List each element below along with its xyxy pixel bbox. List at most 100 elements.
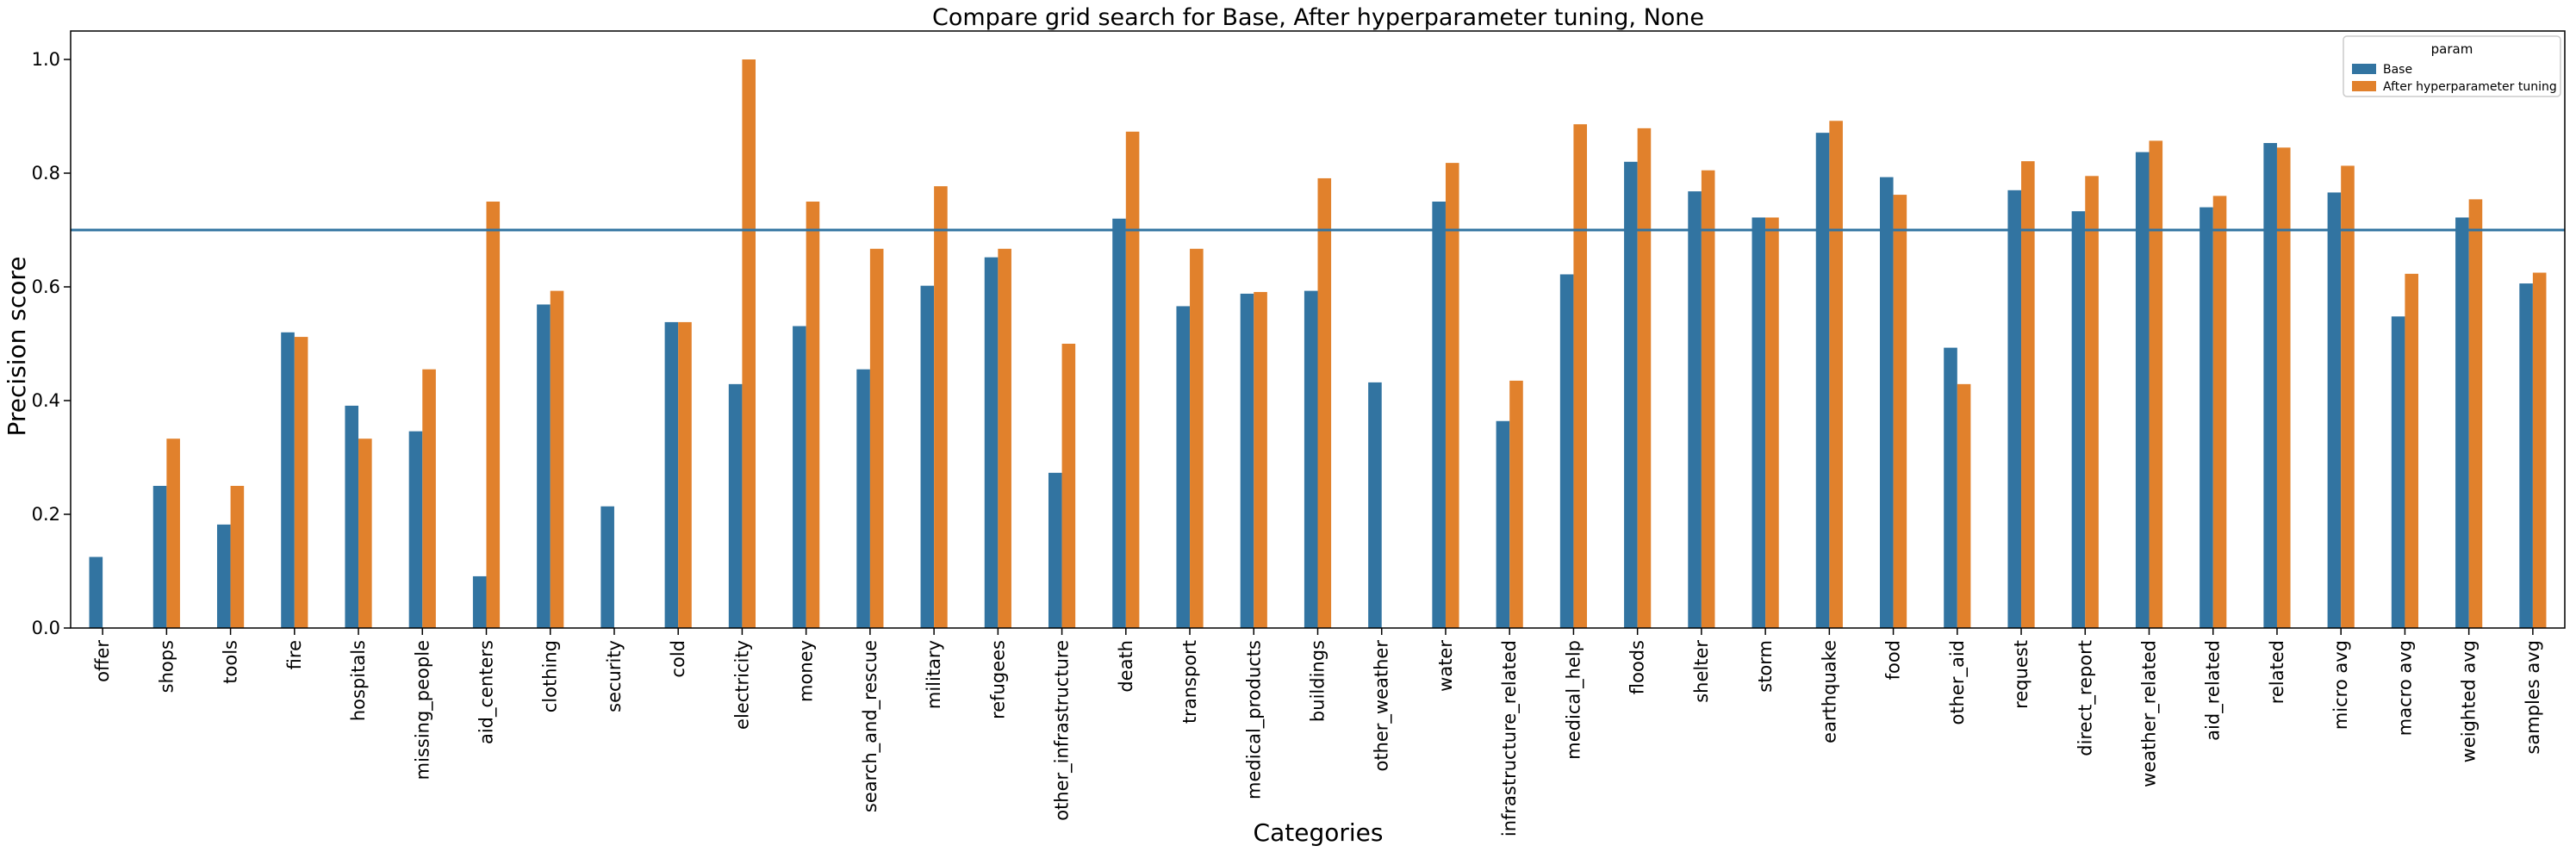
bar-tuned-cold xyxy=(678,321,692,628)
x-tick-label: offer xyxy=(92,640,113,682)
y-tick-label: 0.6 xyxy=(32,277,60,297)
x-tick-label: missing_people xyxy=(412,640,433,780)
bar-tuned-buildings xyxy=(1317,177,1332,628)
x-tick-label: refugees xyxy=(987,640,1008,719)
x-tick-label: aid_centers xyxy=(476,640,498,744)
bar-base-related xyxy=(2263,143,2277,628)
bar-base-weather_related xyxy=(2135,152,2150,628)
y-tick-label: 0.4 xyxy=(32,390,60,411)
x-tick-label: storm xyxy=(1755,640,1776,693)
bar-tuned-food xyxy=(1893,195,1907,628)
x-tick-label: weighted avg xyxy=(2459,640,2480,762)
bar-base-electricity xyxy=(728,383,743,628)
bar-base-direct_report xyxy=(2071,211,2086,628)
x-tick-label: other_infrastructure xyxy=(1052,640,1073,821)
bar-base-micro-avg xyxy=(2327,192,2342,628)
bar-tuned-aid_centers xyxy=(486,202,501,628)
y-tick-label: 1.0 xyxy=(32,49,60,70)
x-tick-label: samples avg xyxy=(2523,640,2543,755)
x-tick-label: death xyxy=(1116,640,1136,693)
bar-tuned-medical_products xyxy=(1254,291,1267,628)
bar-base-other_weather xyxy=(1368,382,1382,628)
x-tick-label: fire xyxy=(284,640,305,669)
x-tick-label: buildings xyxy=(1308,640,1328,722)
bar-tuned-earthquake xyxy=(1829,121,1843,628)
bar-base-shops xyxy=(152,486,167,628)
bar-tuned-hospitals xyxy=(358,438,372,628)
x-tick-label: direct_report xyxy=(2075,640,2096,756)
bar-tuned-shelter xyxy=(1701,170,1715,628)
chart-title: Compare grid search for Base, After hype… xyxy=(932,4,1704,31)
bar-tuned-other_aid xyxy=(1957,383,1971,628)
x-tick-label: shops xyxy=(156,640,177,693)
bar-base-cold xyxy=(664,321,679,628)
bar-base-money xyxy=(793,326,806,628)
bar-tuned-samples-avg xyxy=(2532,272,2547,628)
bar-tuned-military xyxy=(934,186,948,628)
bar-tuned-money xyxy=(806,202,820,628)
bar-base-shelter xyxy=(1688,191,1702,628)
legend: param Base After hyperparameter tuning xyxy=(2343,35,2561,97)
bar-base-transport xyxy=(1176,306,1191,628)
bar-base-weighted-avg xyxy=(2455,217,2469,629)
bar-tuned-macro-avg xyxy=(2405,273,2419,628)
bar-base-offer xyxy=(89,557,103,628)
bar-tuned-shops xyxy=(166,438,180,628)
x-tick-label: other_aid xyxy=(1947,640,1969,725)
bar-tuned-request xyxy=(2021,161,2035,628)
x-tick-label: security xyxy=(604,640,625,712)
bar-base-search_and_rescue xyxy=(856,369,870,628)
x-tick-label: money xyxy=(796,640,817,702)
x-axis-label: Categories xyxy=(1254,818,1384,847)
bar-tuned-direct_report xyxy=(2085,176,2099,629)
legend-entry: After hyperparameter tuning xyxy=(2383,80,2557,94)
bar-base-fire xyxy=(281,332,295,628)
x-tick-label: infrastructure_related xyxy=(1499,640,1521,836)
bar-tuned-transport xyxy=(1190,248,1204,628)
x-tick-label: micro avg xyxy=(2330,640,2351,730)
bar-base-tools xyxy=(216,524,231,628)
bar-tuned-death xyxy=(1125,131,1140,628)
bar-base-medical_help xyxy=(1559,274,1574,628)
bar-tuned-water xyxy=(1445,163,1459,628)
bar-tuned-search_and_rescue xyxy=(869,248,884,628)
bar-tuned-medical_help xyxy=(1573,124,1588,629)
bar-base-aid_related xyxy=(2200,207,2213,628)
x-tick-label: medical_help xyxy=(1563,640,1584,760)
bar-base-buildings xyxy=(1304,290,1318,628)
bar-base-medical_products xyxy=(1240,293,1254,628)
x-tick-label: related xyxy=(2267,640,2287,704)
bar-tuned-tools xyxy=(230,486,245,628)
bar-tuned-related xyxy=(2276,147,2291,629)
bar-base-refugees xyxy=(984,257,999,628)
x-tick-label: cold xyxy=(668,640,688,678)
bar-tuned-weighted-avg xyxy=(2468,199,2483,629)
x-tick-label: shelter xyxy=(1691,640,1712,703)
bar-tuned-infrastructure_related xyxy=(1509,380,1523,628)
y-tick-label: 0.8 xyxy=(32,163,60,183)
bars-layer xyxy=(89,59,2547,629)
x-tick-label: weather_related xyxy=(2139,640,2161,787)
x-tick-label: aid_related xyxy=(2203,640,2224,741)
bar-base-samples-avg xyxy=(2519,283,2533,628)
x-axis: offer shops tools fire hospitals missing_peop… xyxy=(92,628,2543,836)
bar-base-hospitals xyxy=(345,405,359,628)
bar-base-infrastructure_related xyxy=(1496,420,1510,628)
legend-entry: Base xyxy=(2383,63,2412,77)
x-tick-label: transport xyxy=(1179,640,1200,724)
bar-base-aid_centers xyxy=(472,575,487,628)
bar-base-storm xyxy=(1752,217,1766,629)
bar-base-other_infrastructure xyxy=(1048,472,1062,628)
x-tick-label: hospitals xyxy=(348,640,369,721)
bar-tuned-floods xyxy=(1637,127,1652,629)
y-tick-label: 0.0 xyxy=(32,618,60,638)
bar-base-floods xyxy=(1624,161,1638,629)
x-tick-label: request xyxy=(2011,640,2032,709)
bar-base-clothing xyxy=(537,304,551,628)
bar-tuned-other_infrastructure xyxy=(1061,344,1076,628)
x-tick-label: tools xyxy=(221,640,241,684)
bar-base-request xyxy=(2007,190,2022,629)
bar-base-missing_people xyxy=(408,431,423,628)
